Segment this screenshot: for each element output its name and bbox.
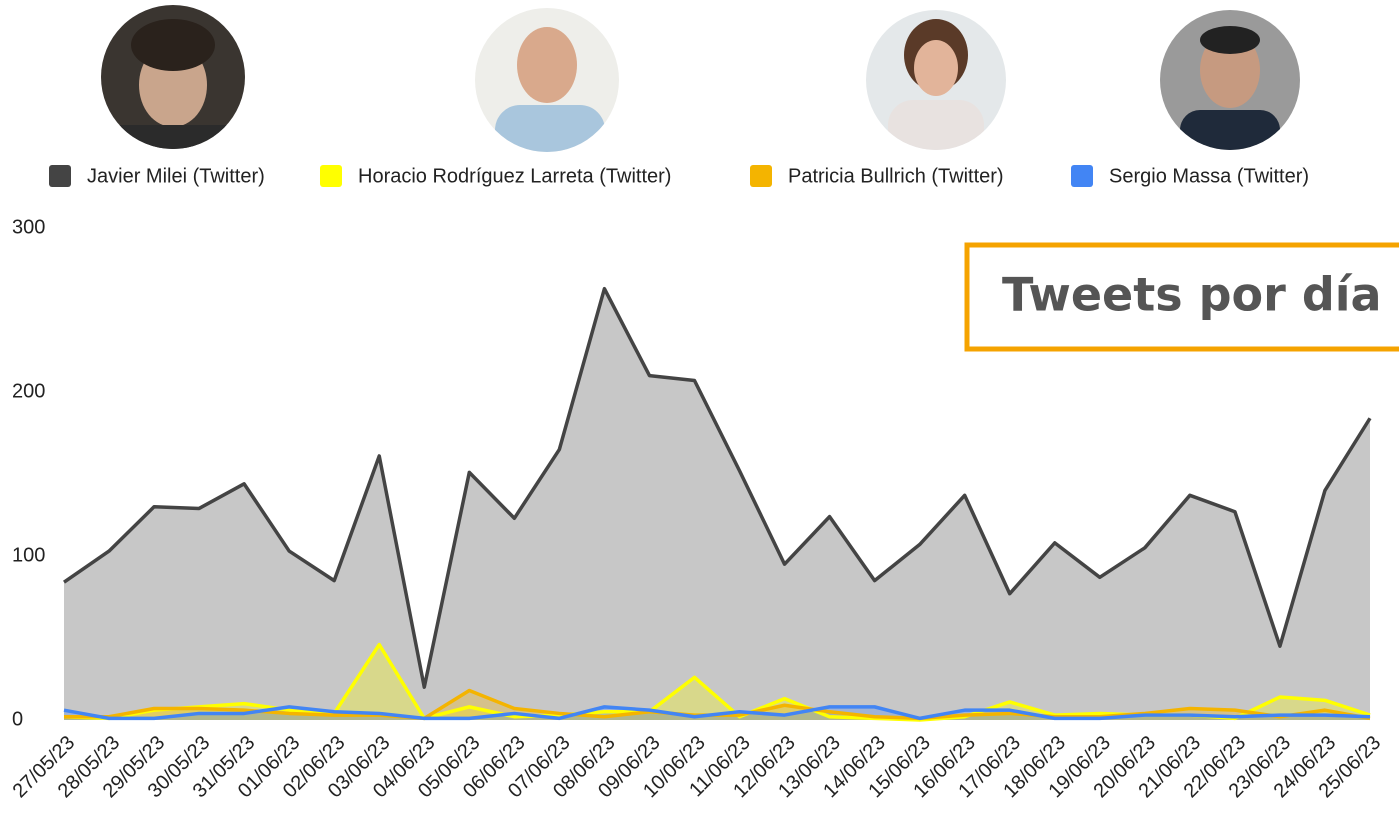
portrait — [866, 10, 1006, 150]
series-area — [64, 288, 1370, 720]
portrait — [1160, 10, 1300, 150]
legend-label: Patricia Bullrich (Twitter) — [788, 165, 1004, 187]
title-box — [964, 242, 1399, 352]
y-tick-label: 200 — [12, 380, 45, 402]
y-tick-label: 100 — [12, 544, 45, 566]
chart-title: Tweets por día — [1002, 268, 1382, 322]
y-tick-label: 0 — [12, 708, 23, 730]
series-line — [63, 705, 1371, 721]
portrait — [475, 8, 619, 152]
y-tick-label: 300 — [12, 216, 45, 238]
legend-swatch — [1071, 165, 1093, 187]
legend-swatch — [320, 165, 342, 187]
series-line — [63, 286, 1372, 689]
legend-label: Sergio Massa (Twitter) — [1109, 165, 1309, 187]
legend-swatch — [750, 165, 772, 187]
portrait — [101, 5, 245, 149]
legend-swatch — [49, 165, 71, 187]
legend-label: Javier Milei (Twitter) — [87, 165, 265, 187]
legend-label: Horacio Rodríguez Larreta (Twitter) — [358, 165, 671, 187]
